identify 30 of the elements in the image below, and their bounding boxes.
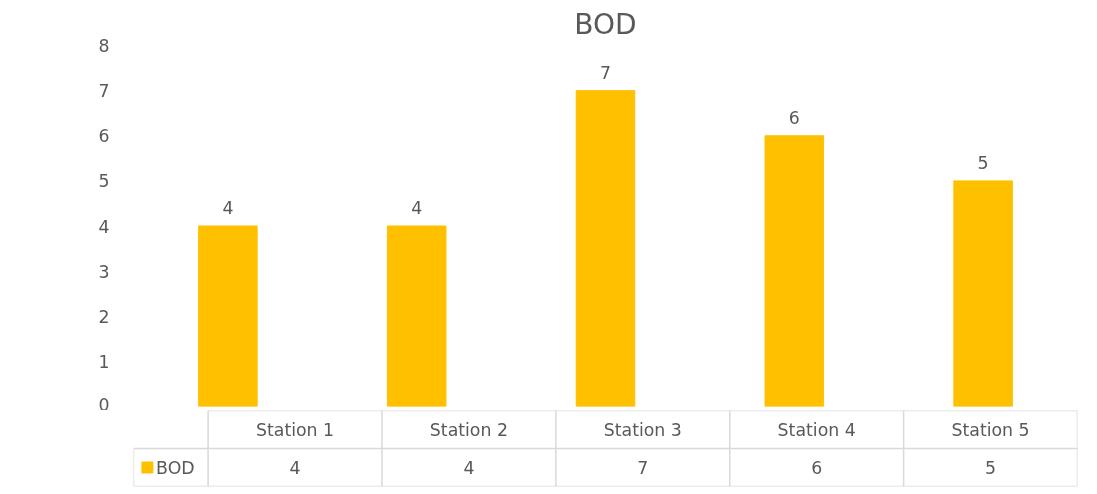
y-tick-label: 5 [98,171,110,192]
x-tick-label: Station 5 [951,419,1030,440]
text: 4 [289,458,301,478]
bar [953,180,1013,407]
y-tick-label: 8 [98,36,110,56]
text: 7 [637,458,649,478]
y-tick-label: 2 [98,306,110,327]
x-tick-label: Station 3 [603,419,682,440]
bar [386,225,447,407]
y-tick-label: 3 [98,261,110,282]
text: 4 [463,458,475,478]
data-label: 6 [788,107,800,128]
data-label: 5 [977,152,989,173]
y-tick-label: 4 [98,216,110,237]
bar [764,135,825,407]
text: 6 [811,458,823,478]
text: 5 [985,458,997,478]
x-tick-label: Station 2 [429,419,508,440]
data-label: 4 [222,198,234,218]
bar [198,225,258,407]
legend-label: BOD [156,457,195,478]
x-tick-label: Station 1 [255,419,335,440]
y-tick-label: 7 [98,81,110,102]
y-tick-label: 0 [98,394,110,415]
chart-title: BOD [574,7,637,41]
x-tick-label: Station 4 [777,419,856,440]
data-label: 7 [599,62,612,83]
y-tick-label: 1 [98,351,110,372]
y-tick-label: 6 [98,126,110,147]
data-label: 4 [411,198,423,218]
